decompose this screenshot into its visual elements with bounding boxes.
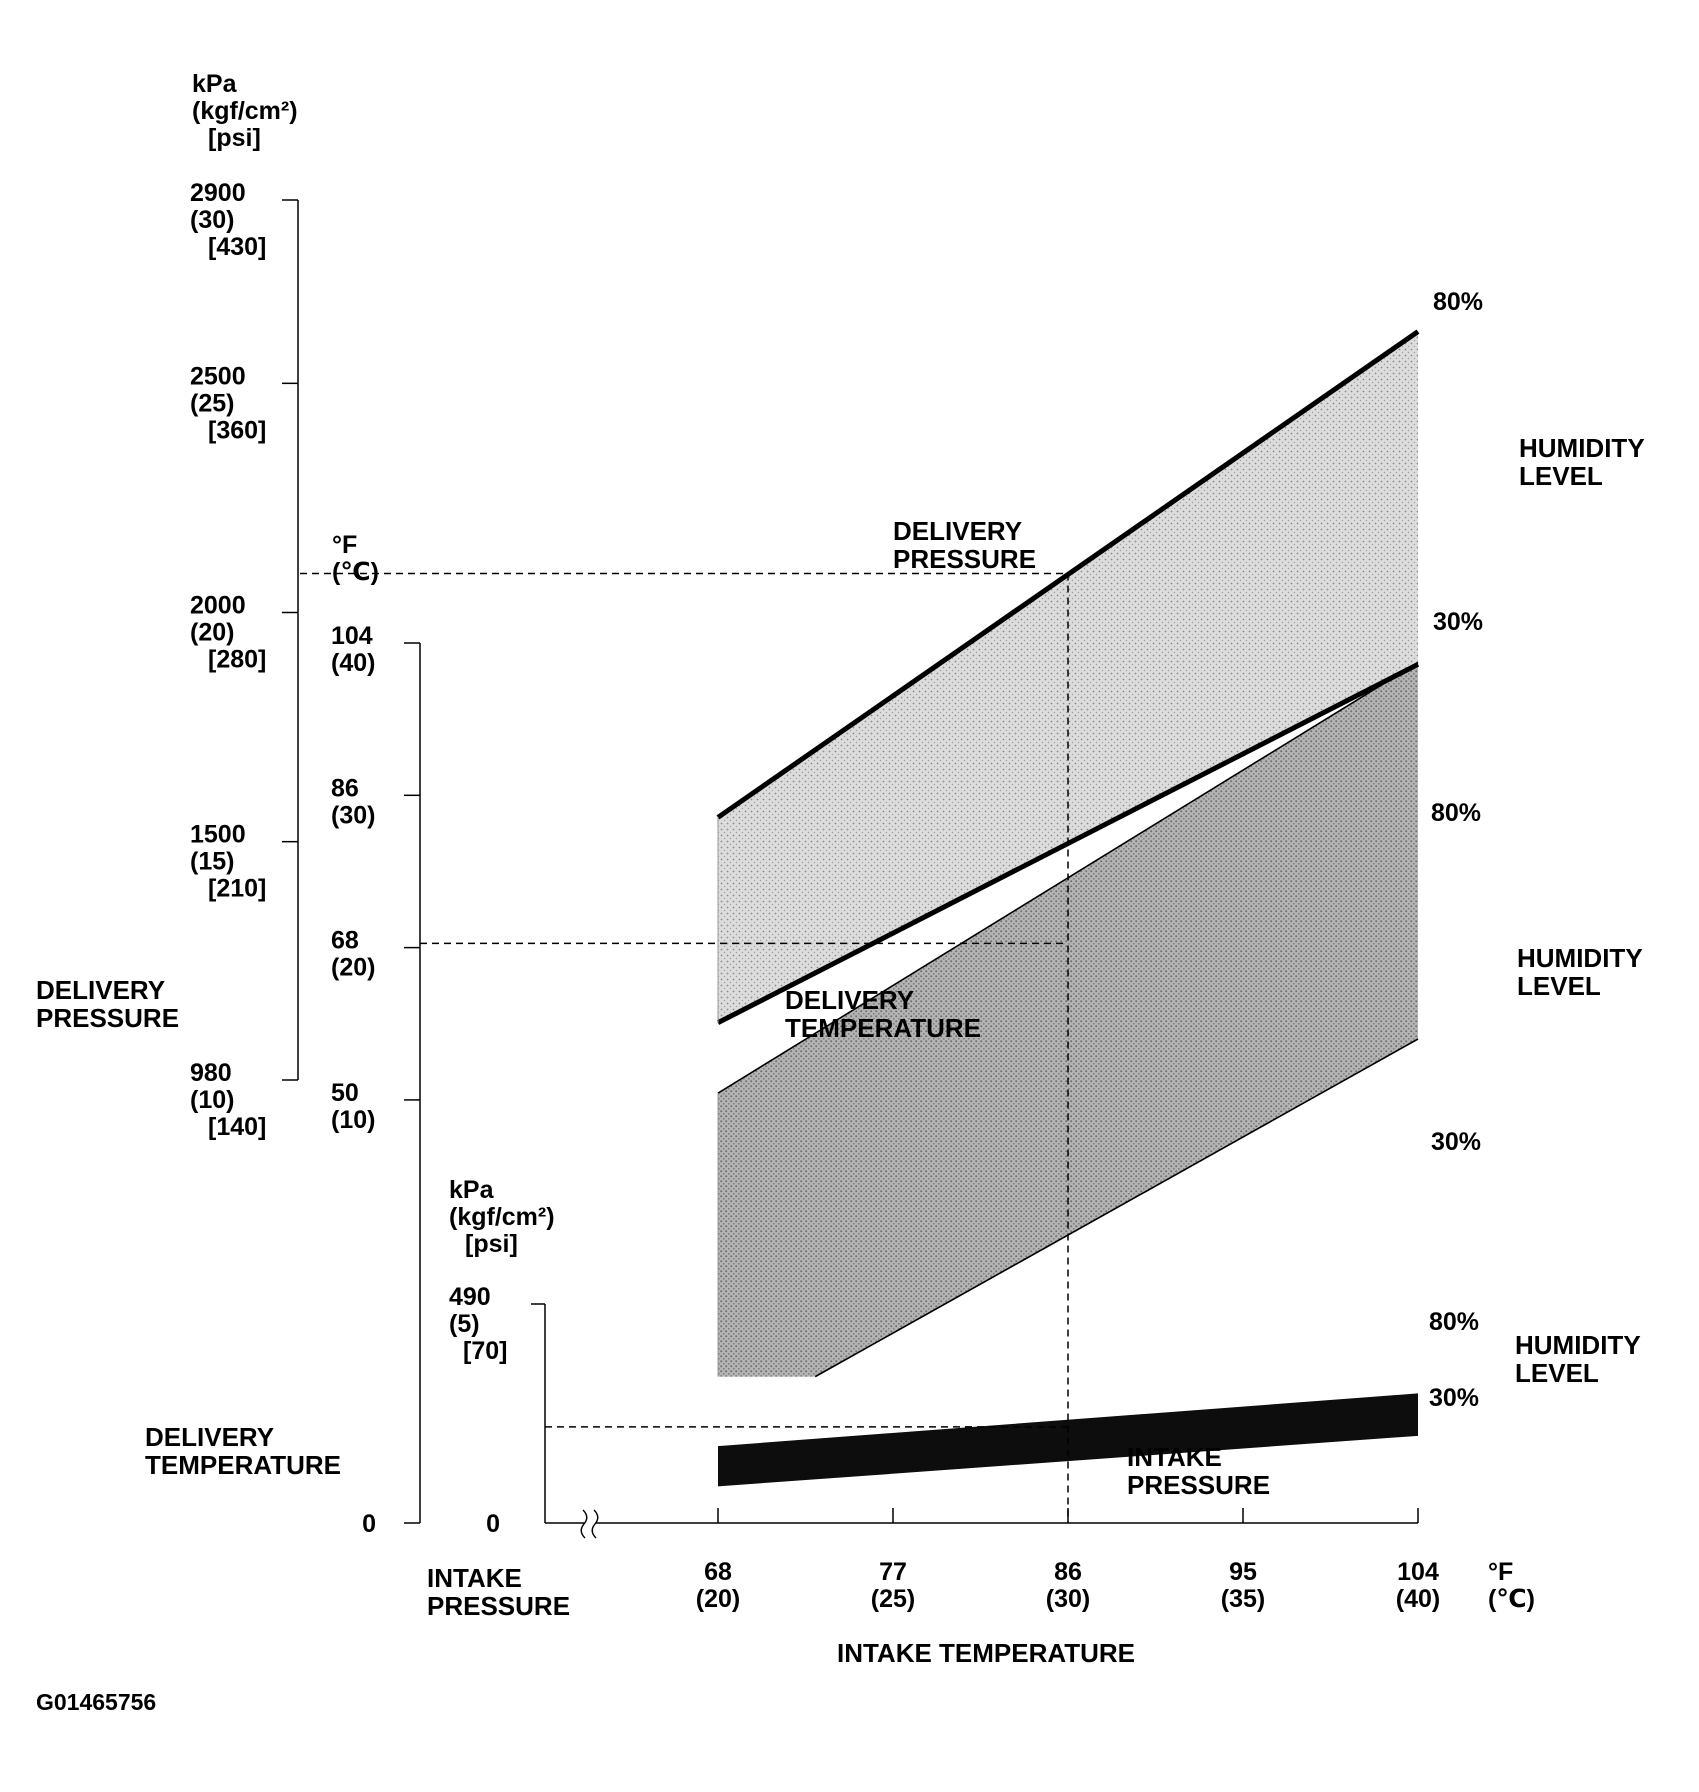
- intake-pressure-unit-1: (kgf/cm²): [449, 1203, 555, 1231]
- humidity-label-1-lower: 30%: [1431, 1128, 1481, 1156]
- intake-pressure-unit-0: kPa: [449, 1176, 495, 1204]
- humidity-label-1-upper: 80%: [1431, 799, 1481, 827]
- delivery-pressure-unit-2: [psi]: [208, 124, 261, 152]
- delivery-temperature-tick-label-86-1: (30): [331, 801, 375, 829]
- intake-pressure-tick-label-490-1: (5): [449, 1310, 480, 1338]
- delivery-pressure-tick-label-2900-2: [430]: [208, 233, 266, 261]
- x-tick-label-95: 95: [1229, 1558, 1257, 1586]
- x-tick-sublabel-77: (25): [871, 1585, 915, 1613]
- intake-pressure-unit-2: [psi]: [465, 1230, 518, 1258]
- delivery-temperature-unit-1: (℃): [332, 558, 379, 586]
- x-tick-label-77: 77: [879, 1558, 907, 1586]
- delivery-temperature-tick-label-50-0: 50: [331, 1079, 359, 1107]
- humidity-label-2-upper: 80%: [1429, 1308, 1479, 1336]
- humidity-level-label-1-1: LEVEL: [1517, 971, 1601, 1001]
- delivery-pressure-tick-label-1500-1: (15): [190, 848, 234, 876]
- delivery-pressure-tick-label-2000-0: 2000: [190, 592, 246, 620]
- series-label-intake-pressure-1: PRESSURE: [1127, 1470, 1270, 1500]
- delivery-pressure-tick-label-2500-2: [360]: [208, 416, 266, 444]
- intake-pressure-tick-label-490-0: 490: [449, 1283, 491, 1311]
- series-label-delivery-pressure-1: PRESSURE: [893, 544, 1036, 574]
- delivery-pressure-tick-label-2000-1: (20): [190, 619, 234, 647]
- delivery-temperature-unit-0: °F: [332, 531, 357, 559]
- delivery-pressure-tick-label-2900-1: (30): [190, 206, 234, 234]
- humidity-level-label-2-0: HUMIDITY: [1515, 1330, 1641, 1360]
- delivery-temperature-tick-label-104-1: (40): [331, 649, 375, 677]
- delivery-pressure-tick-label-980-2: [140]: [208, 1113, 266, 1141]
- delivery-pressure-tick-label-1500-2: [210]: [208, 875, 266, 903]
- delivery-pressure-unit-1: (kgf/cm²): [192, 97, 298, 125]
- x-tick-label-104: 104: [1397, 1558, 1439, 1586]
- x-tick-sublabel-104: (40): [1396, 1585, 1440, 1613]
- area-layer: [718, 331, 1418, 1487]
- delivery-pressure-tick-label-1500-0: 1500: [190, 821, 246, 849]
- humidity-label-2-lower: 30%: [1429, 1384, 1479, 1412]
- delivery-temperature-axis-title-0: DELIVERY: [145, 1422, 274, 1452]
- series-label-delivery-temperature-1: TEMPERATURE: [785, 1013, 981, 1043]
- humidity-label-0-upper: 80%: [1433, 288, 1483, 316]
- delivery-pressure-tick-label-2500-0: 2500: [190, 362, 246, 390]
- delivery-pressure-tick-label-2000-2: [280]: [208, 646, 266, 674]
- delivery-pressure-axis-title-1: PRESSURE: [36, 1003, 179, 1033]
- intake-pressure-tick-label-0: 0: [486, 1510, 500, 1538]
- label-layer: 2900(30)[430]2500(25)[360]2000(20)[280]1…: [36, 70, 1645, 1715]
- boundary-delivery-temperature-30pct: [814, 1038, 1419, 1378]
- delivery-temperature-tick-label-68-1: (20): [331, 954, 375, 982]
- delivery-pressure-tick-label-980-0: 980: [190, 1059, 232, 1087]
- x-unit-secondary: (℃): [1488, 1585, 1535, 1613]
- x-tick-sublabel-68: (20): [696, 1585, 740, 1613]
- humidity-level-label-2-1: LEVEL: [1515, 1358, 1599, 1388]
- intake-pressure-axis-title-0: INTAKE: [427, 1563, 522, 1593]
- delivery-temperature-tick-label-86-0: 86: [331, 774, 359, 802]
- delivery-pressure-axis-title-0: DELIVERY: [36, 975, 165, 1005]
- delivery-pressure-tick-label-980-1: (10): [190, 1086, 234, 1114]
- x-tick-sublabel-95: (35): [1221, 1585, 1265, 1613]
- delivery-temperature-tick-label-104-0: 104: [331, 622, 373, 650]
- humidity-level-label-0-0: HUMIDITY: [1519, 433, 1645, 463]
- band-delivery-pressure: [718, 331, 1418, 1023]
- x-tick-label-68: 68: [704, 1558, 732, 1586]
- delivery-temperature-axis-title-1: TEMPERATURE: [145, 1450, 341, 1480]
- series-label-delivery-temperature-0: DELIVERY: [785, 985, 914, 1015]
- line-layer: [300, 329, 1420, 1523]
- x-axis-title: INTAKE TEMPERATURE: [837, 1638, 1135, 1668]
- series-label-intake-pressure-0: INTAKE: [1127, 1442, 1222, 1472]
- figure-id: G01465756: [36, 1689, 156, 1715]
- humidity-level-label-0-1: LEVEL: [1519, 461, 1603, 491]
- x-axis-break-marker: [580, 1509, 599, 1539]
- intake-pressure-tick-label-490-2: [70]: [463, 1337, 507, 1365]
- axis-layer: [282, 199, 1419, 1539]
- humidity-level-label-1-0: HUMIDITY: [1517, 943, 1643, 973]
- x-tick-sublabel-86: (30): [1046, 1585, 1090, 1613]
- delivery-pressure-unit-0: kPa: [192, 70, 238, 98]
- humidity-label-0-lower: 30%: [1433, 608, 1483, 636]
- delivery-temperature-tick-label-0: 0: [362, 1510, 376, 1538]
- series-label-delivery-pressure-0: DELIVERY: [893, 516, 1022, 546]
- delivery-pressure-tick-label-2500-1: (25): [190, 389, 234, 417]
- delivery-temperature-tick-label-68-0: 68: [331, 927, 359, 955]
- delivery-temperature-tick-label-50-1: (10): [331, 1106, 375, 1134]
- x-tick-label-86: 86: [1054, 1558, 1082, 1586]
- delivery-pressure-tick-label-2900-0: 2900: [190, 179, 246, 207]
- x-unit-primary: °F: [1488, 1558, 1513, 1586]
- intake-pressure-axis-title-1: PRESSURE: [427, 1591, 570, 1621]
